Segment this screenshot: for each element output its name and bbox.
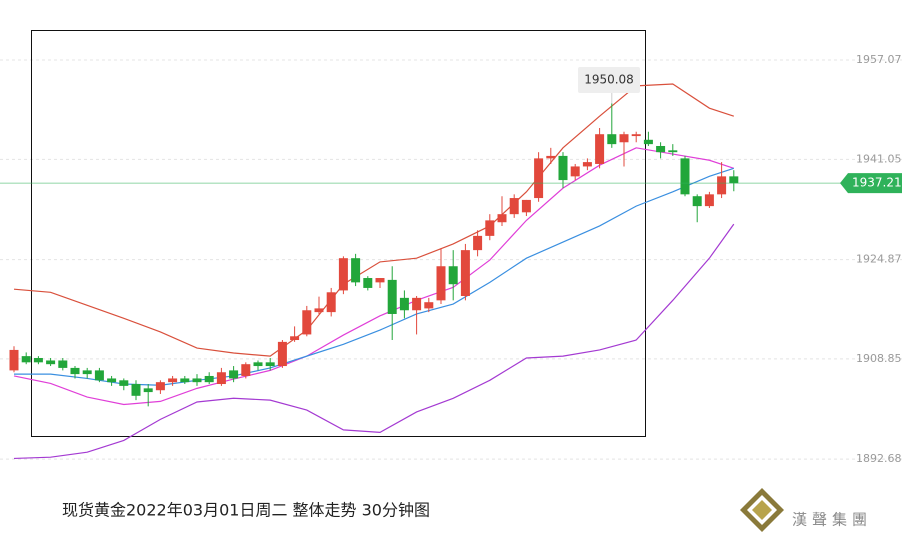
caption: 现货黄金2022年03月01日周二 整体走势 30分钟图 <box>62 501 430 520</box>
candle-body <box>46 360 56 365</box>
candle-body <box>58 360 68 368</box>
candle-body <box>168 378 178 383</box>
candle-body <box>643 139 653 145</box>
candle-body <box>326 292 336 313</box>
candle-body <box>265 362 275 367</box>
candle-body <box>436 266 446 301</box>
candle-body <box>619 134 629 143</box>
candle-body <box>668 150 678 153</box>
y-tick-label: 1892.68 <box>856 452 902 465</box>
candle-body <box>729 176 739 184</box>
candle-body <box>229 370 239 379</box>
candle-body <box>363 278 373 288</box>
candle-body <box>70 367 80 375</box>
y-tick-label: 1924.87 <box>856 253 902 266</box>
candle-body <box>9 349 19 371</box>
candle-body <box>241 364 251 376</box>
candle-body <box>412 297 422 311</box>
candle-body <box>204 375 214 383</box>
last-price-tag <box>840 173 902 194</box>
candle-body <box>155 382 165 391</box>
high-annotation: 1950.08 <box>584 73 634 87</box>
candle-body <box>253 362 263 367</box>
candle-body <box>460 250 470 297</box>
candle-body <box>33 357 43 363</box>
candle-body <box>582 162 592 167</box>
candle-body <box>180 378 190 383</box>
frame <box>31 30 646 437</box>
candle-body <box>338 258 348 291</box>
logo: 漢聲集團 <box>740 488 872 532</box>
y-tick-label: 1908.85 <box>856 352 902 365</box>
candle-body <box>119 380 129 386</box>
logo-text: 漢聲集團 <box>792 511 872 529</box>
candle-body <box>143 388 153 393</box>
candle-body <box>717 176 727 195</box>
indicator-line <box>13 83 734 357</box>
candle-body <box>131 384 141 396</box>
candle-body <box>631 134 641 137</box>
candle-body <box>290 336 300 341</box>
candle-body <box>558 155 568 181</box>
last-price-label: 1937.21 <box>852 176 902 190</box>
plot: 1950.08 1937.21 <box>0 67 902 460</box>
candle-body <box>21 356 31 363</box>
candle-body <box>521 199 531 213</box>
candle-body <box>94 370 104 381</box>
candle-body <box>399 297 409 311</box>
logo-diamond-core <box>752 500 772 520</box>
candle-body <box>216 372 226 385</box>
candle-body <box>607 134 617 145</box>
candle-body <box>680 158 690 195</box>
high-annotation-box <box>578 67 640 93</box>
candle-body <box>302 310 312 335</box>
grid: 1957.07 1941.05 1924.87 1908.85 1892.68 <box>0 53 902 465</box>
y-tick-label: 1941.05 <box>856 152 902 165</box>
candle-body <box>692 196 702 207</box>
candle-body <box>704 194 714 207</box>
candle-body <box>277 341 287 367</box>
candle-body <box>534 158 544 199</box>
candle-body <box>314 308 324 313</box>
candle-body <box>546 155 556 159</box>
candle-body <box>656 145 666 153</box>
candle-body <box>424 302 434 309</box>
candle-body <box>82 370 92 375</box>
candle-body <box>473 235 483 251</box>
candle-body <box>387 279 397 314</box>
candle-body <box>375 278 385 283</box>
candle-body <box>107 378 117 383</box>
candle-body <box>570 166 580 177</box>
candle-body <box>351 258 361 283</box>
candle-body <box>497 214 507 223</box>
candle-body <box>595 134 605 164</box>
y-tick-label: 1957.07 <box>856 53 902 66</box>
indicator-line <box>13 223 735 460</box>
candle-body <box>485 220 495 236</box>
candle-body <box>192 378 202 383</box>
candle-body <box>509 198 519 215</box>
candle-body <box>448 266 458 285</box>
